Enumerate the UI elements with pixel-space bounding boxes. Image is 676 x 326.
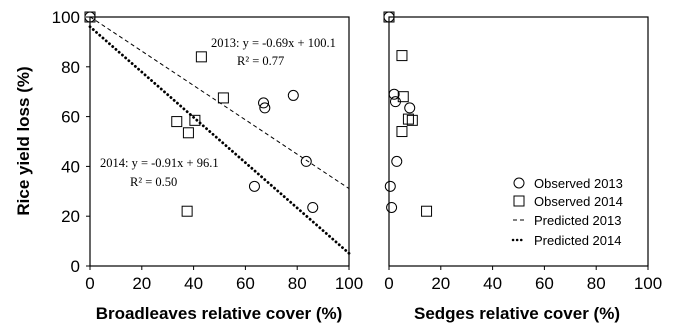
data-points-left [84, 11, 319, 217]
fit-lines [88, 16, 351, 255]
x-tick-label: 40 [483, 274, 502, 293]
y-tick-label: 0 [71, 257, 80, 276]
data-point-observed-2013 [287, 89, 299, 101]
fit-line-predicted-2014 [88, 25, 351, 255]
data-point-observed-2013 [391, 155, 403, 167]
data-point-observed-2013 [259, 102, 271, 114]
legend-label-observed-2013: Observed 2013 [534, 176, 623, 191]
data-point-observed-2013 [384, 180, 396, 192]
data-point-observed-2014 [396, 50, 408, 62]
panel-sedges: 0 20 40 60 80 100 Sedges relative cover (%) [383, 11, 662, 323]
x-tick-label: 100 [335, 274, 363, 293]
x-axis-label-right: Sedges relative cover (%) [414, 304, 620, 323]
data-point-observed-2013 [258, 97, 270, 109]
data-point-observed-2014 [182, 127, 194, 139]
x-tick-label: 0 [85, 274, 94, 293]
y-tick-label: 80 [61, 58, 80, 77]
y-axis-ticks: 0 20 40 60 80 100 [52, 8, 90, 276]
data-point-observed-2013 [248, 180, 260, 192]
legend-symbol-observed-2013 [513, 177, 525, 189]
data-point-observed-2014 [84, 11, 96, 23]
data-point-observed-2014 [195, 51, 207, 63]
data-point-observed-2013 [307, 201, 319, 213]
legend-label-predicted-2013: Predicted 2013 [534, 213, 621, 228]
y-tick-label: 60 [61, 108, 80, 127]
data-point-observed-2014 [217, 92, 229, 104]
data-point-observed-2014 [171, 116, 183, 128]
y-tick-label: 20 [61, 207, 80, 226]
annotation-2014-equation: 2014: y = -0.91x + 96.1 [100, 156, 219, 170]
data-point-observed-2013 [388, 88, 400, 100]
data-point-observed-2014 [181, 205, 193, 217]
x-tick-label: 60 [535, 274, 554, 293]
data-points-right [383, 11, 433, 217]
data-point-observed-2014 [383, 11, 395, 23]
x-tick-label: 40 [184, 274, 203, 293]
legend: Observed 2013 Observed 2014 Predicted 20… [511, 176, 623, 248]
panel-broadleaves: 0 20 40 60 80 100 0 20 40 60 80 100 2013: y = -0.6… [14, 8, 363, 323]
x-axis-label-left: Broadleaves relative cover (%) [96, 304, 343, 323]
plot-area-left [89, 16, 350, 267]
x-tick-label: 20 [431, 274, 450, 293]
annotation-2013-equation: 2013: y = -0.69x + 100.1 [211, 36, 336, 50]
data-point-observed-2013 [300, 155, 312, 167]
legend-label-observed-2014: Observed 2014 [534, 194, 623, 209]
data-point-observed-2014 [421, 205, 433, 217]
y-tick-label: 100 [52, 8, 80, 27]
data-point-observed-2014 [397, 91, 409, 103]
data-point-observed-2014 [406, 114, 418, 126]
data-point-observed-2013 [404, 102, 416, 114]
x-tick-label: 60 [236, 274, 255, 293]
data-point-observed-2014 [189, 114, 201, 126]
x-axis-ticks-left: 0 20 40 60 80 100 [85, 266, 363, 293]
annotation-2014-r2: R² = 0.50 [130, 175, 177, 189]
legend-symbol-observed-2014 [513, 195, 525, 207]
annotation-2013-r2: R² = 0.77 [237, 54, 284, 68]
y-tick-label: 40 [61, 157, 80, 176]
plot-area-right [388, 16, 649, 267]
y-axis-label: Rice yield loss (%) [14, 66, 33, 215]
x-tick-label: 80 [587, 274, 606, 293]
x-axis-ticks-right: 0 20 40 60 80 100 [384, 266, 662, 293]
data-point-observed-2013 [386, 201, 398, 213]
legend-label-predicted-2014: Predicted 2014 [534, 233, 621, 248]
data-point-observed-2014 [396, 126, 408, 138]
x-tick-label: 80 [288, 274, 307, 293]
x-tick-label: 100 [634, 274, 662, 293]
data-point-observed-2014 [402, 113, 414, 125]
x-tick-label: 20 [132, 274, 151, 293]
x-tick-label: 0 [384, 274, 393, 293]
